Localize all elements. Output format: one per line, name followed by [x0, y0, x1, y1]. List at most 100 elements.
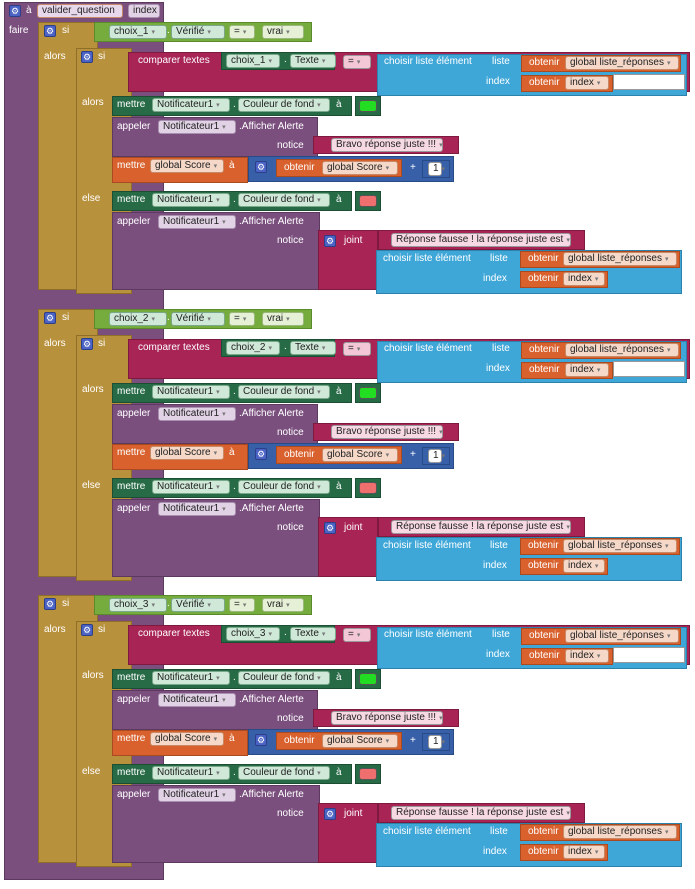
dropdown-arrow-icon[interactable]: ▾ [356, 346, 361, 353]
variable-field[interactable]: index ▾ [565, 649, 609, 663]
variable-field[interactable]: global liste_réponses ▾ [563, 252, 677, 266]
dropdown-arrow-icon[interactable]: ▾ [242, 602, 247, 609]
property-field[interactable]: Couleur de fond ▾ [238, 385, 330, 399]
dropdown-arrow-icon[interactable]: ▾ [594, 849, 599, 856]
dropdown-arrow-icon[interactable]: ▾ [286, 602, 290, 609]
mutator-gear-icon[interactable]: ⚙ [255, 448, 267, 460]
mutator-gear-icon[interactable]: ⚙ [44, 25, 56, 37]
component-field[interactable]: Notificateur1 ▾ [152, 193, 230, 207]
dropdown-arrow-icon[interactable]: ▾ [207, 602, 211, 609]
dropdown-arrow-icon[interactable]: ▾ [213, 736, 218, 743]
dropdown-arrow-icon[interactable]: ▾ [151, 316, 155, 323]
mutator-gear-icon[interactable]: ⚙ [9, 5, 21, 17]
dropdown-arrow-icon[interactable]: ▾ [222, 697, 226, 704]
mutator-gear-icon[interactable]: ⚙ [81, 624, 93, 636]
dropdown-arrow-icon[interactable]: ▾ [242, 29, 247, 36]
mutator-gear-icon[interactable]: ⚙ [81, 51, 93, 63]
dropdown-arrow-icon[interactable]: ▾ [385, 165, 390, 172]
mutator-gear-icon[interactable]: ⚙ [81, 338, 93, 350]
variable-field[interactable]: global liste_réponses ▾ [565, 629, 679, 643]
dropdown-arrow-icon[interactable]: ▾ [596, 367, 601, 374]
variable-field[interactable]: global Score ▾ [322, 161, 398, 175]
dropdown-arrow-icon[interactable]: ▾ [242, 316, 247, 323]
dropdown-arrow-icon[interactable]: ▾ [441, 739, 446, 746]
variable-field[interactable]: global liste_réponses ▾ [565, 343, 679, 357]
dropdown-arrow-icon[interactable]: ▾ [317, 675, 321, 682]
dropdown-arrow-icon[interactable]: ▾ [207, 29, 211, 36]
variable-field[interactable]: global Score ▾ [150, 446, 224, 460]
number-field[interactable]: 1 ▾ [428, 735, 445, 749]
component-field[interactable]: choix_3 ▾ [226, 627, 280, 641]
variable-field[interactable]: index ▾ [563, 272, 605, 286]
component-field[interactable]: Notificateur1 ▾ [152, 480, 230, 494]
dropdown-arrow-icon[interactable]: ▾ [385, 452, 390, 459]
dropdown-arrow-icon[interactable]: ▾ [216, 770, 220, 777]
dropdown-arrow-icon[interactable]: ▾ [222, 506, 226, 513]
component-field[interactable]: Notificateur1 ▾ [158, 693, 236, 707]
variable-field[interactable]: global Score ▾ [322, 448, 398, 462]
component-field[interactable]: Notificateur1 ▾ [152, 385, 230, 399]
dropdown-arrow-icon[interactable]: ▾ [666, 347, 671, 354]
color-swatch[interactable] [359, 100, 377, 112]
procedure-param[interactable]: index [128, 4, 160, 18]
property-field[interactable]: Couleur de fond ▾ [238, 480, 330, 494]
property-field[interactable]: Couleur de fond ▾ [238, 193, 330, 207]
component-field[interactable]: Notificateur1 ▾ [152, 671, 230, 685]
mutator-gear-icon[interactable]: ⚙ [44, 598, 56, 610]
mutator-gear-icon[interactable]: ⚙ [255, 161, 267, 173]
dropdown-arrow-icon[interactable]: ▾ [216, 484, 220, 491]
mutator-gear-icon[interactable]: ⚙ [44, 312, 56, 324]
dropdown-arrow-icon[interactable]: ▾ [566, 237, 570, 244]
dropdown-arrow-icon[interactable]: ▾ [664, 829, 669, 836]
dropdown-arrow-icon[interactable]: ▾ [216, 197, 220, 204]
dropdown-arrow-icon[interactable]: ▾ [207, 316, 211, 323]
operator-field[interactable]: = ▾ [229, 598, 255, 612]
component-field[interactable]: choix_1 ▾ [109, 25, 167, 39]
property-field[interactable]: Texte ▾ [290, 341, 336, 355]
dropdown-arrow-icon[interactable]: ▾ [151, 29, 155, 36]
dropdown-arrow-icon[interactable]: ▾ [321, 631, 326, 638]
operator-field[interactable]: = ▾ [343, 342, 371, 356]
property-field[interactable]: Couleur de fond ▾ [238, 671, 330, 685]
color-swatch[interactable] [359, 768, 377, 780]
dropdown-arrow-icon[interactable]: ▾ [216, 389, 220, 396]
component-field[interactable]: Notificateur1 ▾ [158, 502, 236, 516]
property-field[interactable]: Vérifié ▾ [171, 25, 225, 39]
dropdown-arrow-icon[interactable]: ▾ [286, 29, 290, 36]
operator-field[interactable]: = ▾ [229, 312, 255, 326]
variable-field[interactable]: index ▾ [563, 559, 605, 573]
dropdown-arrow-icon[interactable]: ▾ [317, 102, 321, 109]
dropdown-arrow-icon[interactable]: ▾ [664, 543, 669, 550]
operator-field[interactable]: = ▾ [229, 25, 255, 39]
operator-field[interactable]: = ▾ [343, 628, 371, 642]
dropdown-arrow-icon[interactable]: ▾ [151, 602, 155, 609]
dropdown-arrow-icon[interactable]: ▾ [222, 411, 226, 418]
property-field[interactable]: Couleur de fond ▾ [238, 766, 330, 780]
dropdown-arrow-icon[interactable]: ▾ [222, 219, 226, 226]
color-swatch[interactable] [359, 482, 377, 494]
dropdown-arrow-icon[interactable]: ▾ [441, 166, 446, 173]
empty-socket[interactable] [613, 361, 685, 377]
mutator-gear-icon[interactable]: ⚙ [324, 522, 336, 534]
dropdown-arrow-icon[interactable]: ▾ [439, 142, 443, 149]
text-field[interactable]: Réponse fausse ! la réponse juste est ▾ [391, 233, 571, 247]
mutator-gear-icon[interactable]: ⚙ [255, 734, 267, 746]
dropdown-arrow-icon[interactable]: ▾ [356, 59, 361, 66]
dropdown-arrow-icon[interactable]: ▾ [596, 80, 601, 87]
dropdown-arrow-icon[interactable]: ▾ [222, 792, 226, 799]
dropdown-arrow-icon[interactable]: ▾ [317, 197, 321, 204]
component-field[interactable]: Notificateur1 ▾ [152, 766, 230, 780]
component-field[interactable]: Notificateur1 ▾ [158, 215, 236, 229]
component-field[interactable]: choix_3 ▾ [109, 598, 167, 612]
component-field[interactable]: choix_1 ▾ [226, 54, 280, 68]
dropdown-arrow-icon[interactable]: ▾ [286, 316, 290, 323]
text-field[interactable]: Bravo réponse juste !!! ▾ [331, 711, 443, 725]
dropdown-arrow-icon[interactable]: ▾ [566, 524, 570, 531]
dropdown-arrow-icon[interactable]: ▾ [439, 429, 443, 436]
color-swatch[interactable] [359, 387, 377, 399]
dropdown-arrow-icon[interactable]: ▾ [317, 770, 321, 777]
dropdown-arrow-icon[interactable]: ▾ [321, 58, 326, 65]
dropdown-arrow-icon[interactable]: ▾ [666, 633, 671, 640]
true-field[interactable]: vrai ▾ [262, 312, 304, 326]
dropdown-arrow-icon[interactable]: ▾ [441, 453, 446, 460]
